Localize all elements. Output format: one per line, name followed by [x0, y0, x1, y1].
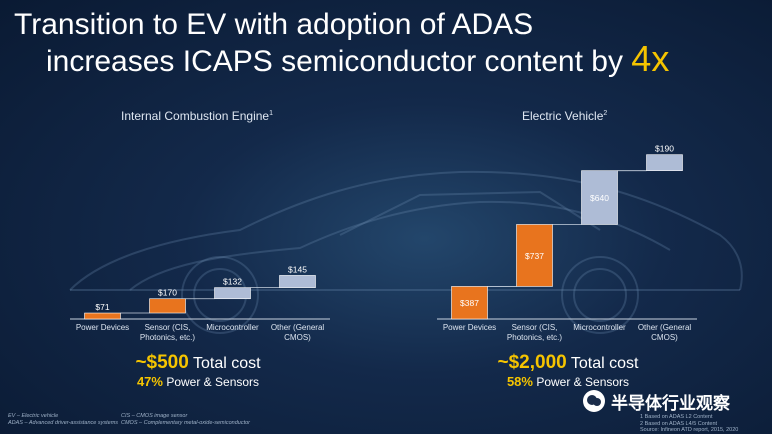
- ev-bar-2: [581, 170, 618, 225]
- footnote-2: 2 Based on ADAS L4/5 Content: [640, 420, 718, 427]
- ice-chart-title: Internal Combustion Engine1: [121, 109, 273, 123]
- ev-total-line: ~$2,000 Total cost: [468, 352, 668, 374]
- ice-summary: ~$500 Total cost 47% Power & Sensors: [98, 352, 298, 389]
- footnote-cmos: CMOS – Complementary metal-oxide-semicon…: [121, 420, 250, 426]
- ev-value-label-0: $387: [460, 298, 479, 308]
- ev-bar-3: [646, 154, 683, 171]
- ice-percent-value: 47%: [136, 374, 163, 389]
- footnote-cis: CIS – CMOS image sensor: [121, 413, 188, 419]
- title-line-2: increases ICAPS semiconductor content by…: [14, 41, 754, 79]
- ice-total-label: Total cost: [192, 355, 261, 372]
- ev-total-value: ~$2,000: [497, 352, 567, 373]
- ev-percent-line: 58% Power & Sensors: [468, 374, 668, 389]
- footnote-source: Source: Infineon ATD report, 2015, 2020: [640, 427, 739, 433]
- ev-category-label-2: Microcontroller: [573, 323, 626, 332]
- title-line-1: Transition to EV with adoption of ADAS: [14, 8, 534, 41]
- ev-percent-value: 58%: [506, 374, 533, 389]
- ice-category-label-2: Microcontroller: [206, 323, 259, 332]
- ice-chart-title-text: Internal Combustion Engine: [121, 109, 270, 123]
- ev-value-label-2: $640: [590, 193, 609, 203]
- ev-category-label-3: Other (General CMOS): [638, 323, 692, 342]
- ev-bar-1: [516, 224, 553, 287]
- ice-category-label-0: Power Devices: [76, 323, 129, 332]
- watermark: 半导体行业观察: [583, 388, 763, 414]
- footnote-adas: ADAS – Advanced driver-assistance system…: [8, 420, 119, 426]
- ice-percent-line: 47% Power & Sensors: [98, 374, 298, 389]
- title-emphasis: 4x: [631, 38, 670, 79]
- footnote-abbrev-left: EV – Electric vehicle ADAS – Advanced dr…: [8, 413, 118, 427]
- ice-value-label-3: $145: [288, 264, 307, 274]
- ice-value-label-0: $71: [95, 302, 109, 312]
- ev-chart-title-footnote: 2: [603, 110, 608, 117]
- footnote-ev: EV – Electric vehicle: [8, 413, 59, 419]
- ev-value-label-3: $190: [655, 144, 674, 154]
- footnote-1: 1 Based on ADAS L2 Content: [640, 414, 713, 420]
- ice-percent-label: Power & Sensors: [166, 375, 260, 389]
- ice-category-label-1: Sensor (CIS, Photonics, etc.): [140, 323, 195, 342]
- ev-category-label-1: Sensor (CIS, Photonics, etc.): [507, 323, 562, 342]
- ev-value-label-1: $737: [525, 251, 544, 261]
- ice-category-label-3: Other (General CMOS): [271, 323, 325, 342]
- ice-bar-1: [149, 298, 186, 314]
- ev-category-label-0: Power Devices: [443, 323, 496, 332]
- ice-total-line: ~$500 Total cost: [98, 352, 298, 374]
- ev-chart-title-text: Electric Vehicle: [522, 109, 604, 123]
- slide-title: Transition to EV with adoption of ADAS i…: [14, 8, 754, 79]
- ice-value-label-2: $132: [223, 277, 242, 287]
- title-line-2-text: increases ICAPS semiconductor content by: [46, 45, 623, 78]
- ev-summary: ~$2,000 Total cost 58% Power & Sensors: [468, 352, 668, 389]
- ev-total-label: Total cost: [570, 355, 639, 372]
- ice-bar-3: [279, 275, 316, 288]
- ev-percent-label: Power & Sensors: [536, 375, 630, 389]
- footnote-sources: 1 Based on ADAS L2 Content 2 Based on AD…: [640, 414, 738, 434]
- ice-waterfall-chart: $71 Power Devices $170 Sensor (CIS, Photonic…: [70, 264, 330, 342]
- ev-bar-0: [451, 286, 488, 320]
- ice-value-label-1: $170: [158, 288, 177, 298]
- wechat-icon: [583, 390, 605, 412]
- ev-waterfall-chart: $387 Power Devices $737 Sensor (CIS, Photoni…: [437, 144, 697, 342]
- ice-bar-0: [84, 312, 121, 320]
- ice-bar-2: [214, 287, 251, 300]
- watermark-text: 半导体行业观察: [611, 393, 730, 413]
- ice-chart-title-footnote: 1: [269, 110, 273, 117]
- ev-chart-title: Electric Vehicle2: [522, 109, 607, 123]
- ice-total-value: ~$500: [135, 352, 189, 373]
- footnote-abbrev-mid: CIS – CMOS image sensor CMOS – Complemen…: [121, 413, 250, 427]
